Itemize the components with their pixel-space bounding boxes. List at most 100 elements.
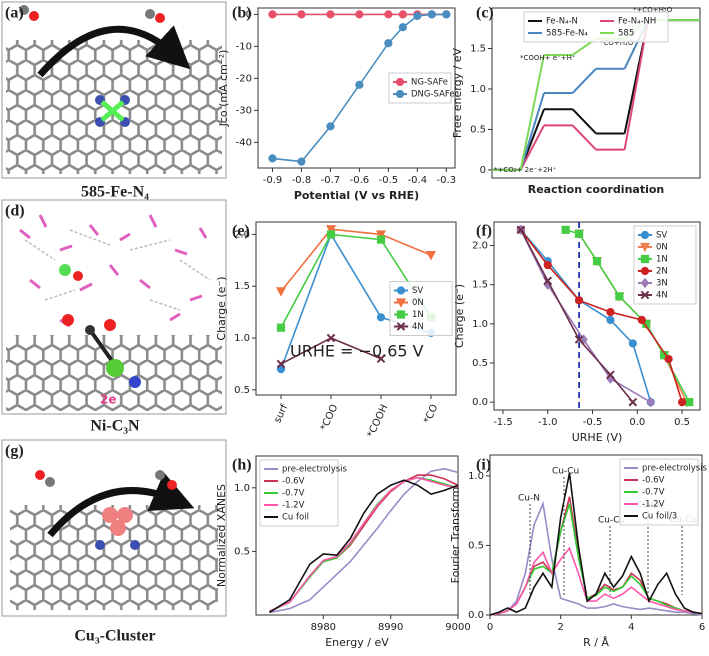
legend-marker	[396, 286, 406, 295]
y-tick-label: 0.5	[234, 546, 250, 557]
marker	[297, 10, 306, 19]
legend-label: 3N	[656, 279, 668, 289]
series-line	[280, 233, 432, 329]
step-connector	[571, 108, 597, 135]
marker	[425, 251, 437, 261]
legend-label: 4N	[656, 291, 668, 301]
x-tick-label: -0.8	[292, 175, 312, 186]
x-axis-label: Potential (V vs RHE)	[294, 189, 419, 202]
marker	[574, 229, 584, 238]
x-tick-label: -0.7	[321, 175, 341, 186]
y-tick-label: 1.0	[234, 483, 250, 494]
plot-frame	[255, 221, 457, 396]
marker	[606, 307, 615, 317]
legend-label: 4N	[412, 322, 424, 332]
x-tick-label: -0.5	[379, 175, 399, 186]
series-line	[280, 228, 432, 292]
chart: (b) -40 -30 -20 -10 0 -0.9 -0.8 -0.7 -0.6 -0.5 -0.4…	[217, 5, 456, 202]
y-tick-label: -10	[236, 41, 252, 52]
marker	[615, 292, 624, 301]
marker	[384, 10, 393, 19]
legend-label: Fe-N₄-NH	[618, 17, 656, 27]
annotation: Cu-Cu	[598, 516, 625, 526]
panel-letter: (f)	[476, 223, 492, 240]
plot-frame	[489, 454, 703, 616]
marker	[637, 315, 646, 325]
marker	[326, 122, 335, 131]
panel-caption: Cu₃-Cluster	[74, 628, 155, 645]
y-tick-label: 0.0	[472, 397, 488, 408]
marker	[413, 11, 422, 21]
y-tick-label: 1.5	[470, 43, 486, 54]
marker	[606, 315, 615, 325]
legend-label: -0.6V	[642, 476, 665, 486]
x-tick-label: 8990	[378, 622, 403, 633]
step-connector	[519, 54, 545, 171]
marker	[561, 225, 570, 234]
marker	[685, 398, 694, 407]
legend-label: 1N	[412, 310, 424, 320]
legend-marker	[640, 290, 650, 300]
marker	[375, 230, 387, 240]
marker	[592, 257, 602, 266]
y-axis-label: Fourier Transform	[449, 487, 462, 584]
marker	[574, 335, 584, 344]
x-tick-label: -0.6	[350, 175, 370, 186]
legend-label: 0N	[656, 243, 668, 253]
legend-box	[523, 11, 669, 43]
legend-label: Cu foil	[282, 513, 309, 523]
panel-letter: (a)	[5, 5, 24, 22]
y-tick-label: 2.0	[234, 229, 250, 240]
marker	[276, 365, 286, 374]
plot-frame	[255, 455, 459, 616]
panel-a-image	[1, 1, 227, 179]
marker	[543, 260, 552, 270]
marker	[275, 287, 287, 297]
series-line	[520, 229, 634, 403]
marker	[543, 276, 553, 286]
marker	[268, 154, 277, 163]
marker	[326, 230, 336, 239]
marker	[384, 39, 393, 48]
legend-label: 0N	[412, 298, 424, 308]
x-tick-label: 8980	[311, 622, 336, 633]
chart: (h) 0.5 1.0 8980 8990 9000 Energy / eV Normaliz…	[215, 455, 471, 649]
plot-frame	[257, 7, 456, 169]
marker	[276, 323, 286, 332]
panel-letter: (d)	[5, 203, 25, 220]
annotation: Cu-Cu	[552, 467, 579, 477]
chart: (i) 0.0 0.5 1.0 0 2 4 6 R / Å Fourier Transform Cu…	[449, 454, 708, 649]
marker	[664, 354, 673, 364]
series-line	[489, 546, 703, 616]
legend-label: 2N	[656, 267, 668, 277]
marker	[326, 333, 336, 343]
marker	[276, 359, 286, 369]
series-line	[269, 476, 459, 612]
x-tick-label: *CO	[422, 403, 440, 426]
panel-g-image	[1, 439, 227, 617]
legend-label: SV	[412, 286, 423, 296]
legend-marker	[396, 322, 406, 331]
step-connector	[571, 124, 597, 151]
marker	[427, 10, 436, 19]
x-tick-label: 0.5	[674, 417, 690, 428]
marker	[355, 80, 364, 89]
x-tick-label: 9000	[445, 622, 470, 633]
marker	[516, 225, 526, 235]
y-tick-label: 1.0	[472, 319, 488, 330]
x-tick-label: 0.0	[629, 417, 645, 428]
y-tick-label: -30	[236, 105, 252, 116]
x-tick-label: -0.5	[583, 417, 603, 428]
y-axis-label: Charge (e⁻)	[215, 276, 228, 340]
step-connector	[519, 124, 545, 171]
x-axis-label: Reaction coordination	[528, 183, 665, 196]
panel-letter: (g)	[5, 443, 24, 460]
marker	[398, 23, 407, 32]
y-tick-label: 0.5	[472, 358, 488, 369]
marker	[376, 354, 386, 364]
marker	[398, 10, 407, 19]
legend-marker	[396, 310, 406, 319]
marker	[355, 10, 364, 19]
panel-letter: (b)	[232, 5, 252, 22]
x-axis-label: URHE (V)	[572, 431, 623, 444]
